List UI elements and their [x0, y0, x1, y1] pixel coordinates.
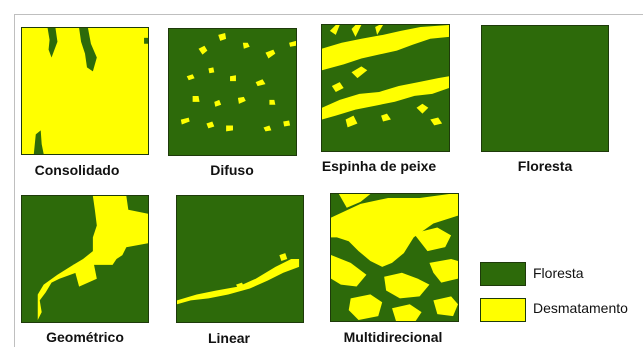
tile-linear	[176, 195, 304, 323]
caption-difuso: Difuso	[210, 162, 254, 178]
tile-multidirecional	[330, 193, 459, 322]
caption-linear: Linear	[207, 330, 251, 346]
figure-frame	[14, 14, 643, 347]
caption-floresta: Floresta	[517, 158, 573, 174]
legend-swatch-floresta	[480, 262, 526, 286]
caption-geometrico: Geométrico	[46, 329, 124, 345]
tile-consolidado	[21, 27, 149, 155]
caption-multidirecional: Multidirecional	[343, 329, 443, 345]
legend-swatch-desmatamento	[480, 298, 526, 322]
caption-consolidado: Consolidado	[34, 162, 120, 178]
tile-espinha-de-peixe	[321, 24, 450, 152]
tile-floresta	[481, 25, 609, 152]
tile-difuso	[168, 28, 297, 156]
tile-geometrico	[21, 195, 149, 323]
caption-espinha-de-peixe: Espinha de peixe	[321, 158, 437, 174]
legend-label-desmatamento: Desmatamento	[533, 300, 628, 316]
legend-label-floresta: Floresta	[533, 265, 584, 281]
